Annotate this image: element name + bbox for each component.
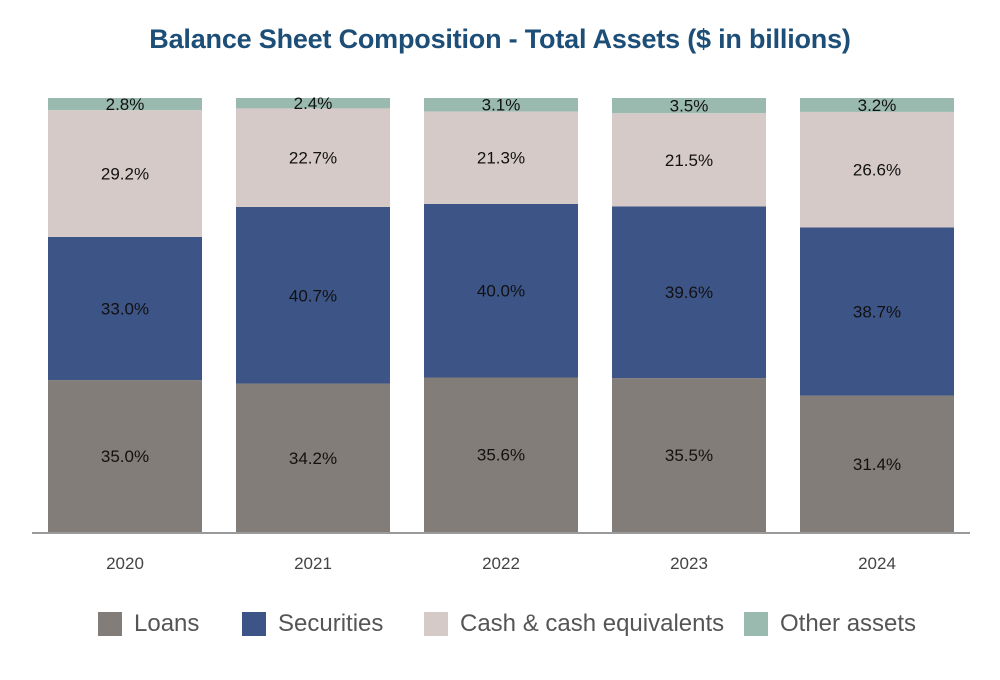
chart-title: Balance Sheet Composition - Total Assets… [149,24,851,54]
x-tick-label: 2022 [482,554,520,573]
legend-item-loans: Loans [98,606,199,642]
legend-label: Securities [278,610,384,637]
legend-swatch [242,612,266,636]
legend-swatch [744,612,768,636]
bar-other-assets-2024 [800,98,954,112]
data-label-securities-2024: 38.7% [853,303,901,322]
bar-loans-2022 [424,377,578,532]
x-tick-label: 2024 [858,554,896,573]
bar-other-assets-2023 [612,98,766,114]
bar-securities-2022 [424,203,578,378]
data-label-other-assets-2021: 2.4% [294,94,333,113]
bar-other-assets-2022 [424,98,578,112]
data-label-securities-2023: 39.6% [665,283,713,302]
data-label-securities-2021: 40.7% [289,286,337,305]
data-label-cash-cash-equivalents-2023: 21.5% [665,151,713,170]
data-label-cash-cash-equivalents-2024: 26.6% [853,161,901,180]
x-tick-label: 2021 [294,554,332,573]
legend-swatch [424,612,448,636]
data-label-loans-2022: 35.6% [477,446,525,465]
bar-securities-2024 [800,227,954,396]
x-tick-label: 2023 [670,554,708,573]
chart-legend: Loans Securities Cash & cash equivalents Ot… [0,606,1000,646]
legend-label: Other assets [780,610,917,637]
bar-securities-2021 [236,206,390,384]
data-label-other-assets-2022: 3.1% [482,96,521,115]
legend-label: Cash & cash equivalents [460,610,725,637]
data-label-loans-2020: 35.0% [101,447,149,466]
legend-item-cash-cash-equivalents: Cash & cash equivalents [424,606,724,642]
data-label-loans-2021: 34.2% [289,449,337,468]
bar-securities-2020 [48,236,202,381]
bar-cash-cash-equivalents-2020 [48,110,202,237]
data-label-cash-cash-equivalents-2020: 29.2% [101,165,149,184]
legend-item-other-assets: Other assets [744,606,916,642]
bar-cash-cash-equivalents-2023 [612,113,766,207]
bar-loans-2023 [612,378,766,532]
bar-other-assets-2021 [236,98,390,109]
bar-loans-2021 [236,383,390,532]
data-label-other-assets-2023: 3.5% [670,97,709,116]
data-label-securities-2020: 33.0% [101,299,149,318]
data-label-securities-2022: 40.0% [477,282,525,301]
data-label-other-assets-2020: 2.8% [106,95,145,114]
data-label-cash-cash-equivalents-2021: 22.7% [289,149,337,168]
bar-cash-cash-equivalents-2024 [800,111,954,228]
data-label-cash-cash-equivalents-2022: 21.3% [477,149,525,168]
bar-loans-2024 [800,395,954,532]
data-label-loans-2024: 31.4% [853,455,901,474]
data-label-loans-2023: 35.5% [665,446,713,465]
data-label-other-assets-2024: 3.2% [858,96,897,115]
bar-other-assets-2020 [48,98,202,111]
legend-swatch [98,612,122,636]
bar-cash-cash-equivalents-2022 [424,111,578,204]
bar-securities-2023 [612,206,766,379]
chart-plot: 35.0% 33.0% 29.2% 2.8% 2020 34.2% 40.7% 22.7% 2.… [32,94,970,573]
legend-item-securities: Securities [242,606,383,642]
bar-cash-cash-equivalents-2021 [236,108,390,207]
bar-loans-2020 [48,380,202,532]
legend-label: Loans [134,610,200,637]
x-tick-label: 2020 [106,554,144,573]
